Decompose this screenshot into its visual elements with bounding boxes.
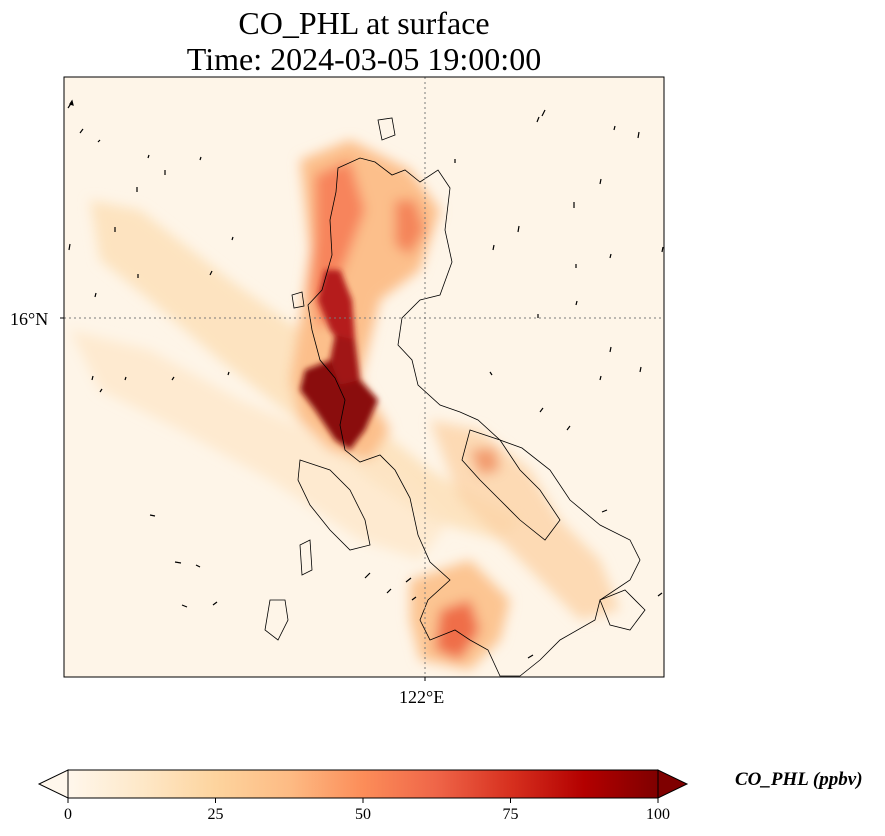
- coast-islet-3: [299, 539, 313, 576]
- coast-islet-1: [377, 117, 396, 141]
- coast-island-west: [264, 599, 289, 641]
- wind-vector: [209, 270, 213, 276]
- wind-vector: [661, 246, 664, 253]
- wind-vector: [609, 346, 612, 353]
- colorbar-tick-marks: [67, 798, 659, 803]
- wind-vector: [386, 588, 392, 594]
- wind-vector: [99, 388, 103, 393]
- coast-mindoro: [297, 459, 371, 551]
- wind-vector: [637, 131, 640, 139]
- lat-tick-label: 16°N: [10, 309, 49, 329]
- colorbar-extend-low: [37, 769, 69, 799]
- coast-islet-2: [291, 291, 305, 309]
- wind-vector: [539, 407, 544, 413]
- colorbar-tick-label: 25: [207, 806, 224, 823]
- plume-south-core: [435, 600, 480, 660]
- wind-vector: [536, 116, 540, 123]
- wind-vector: [147, 154, 150, 159]
- wind-vector: [231, 236, 234, 241]
- coastline: [264, 117, 646, 677]
- wind-vector: [527, 654, 534, 659]
- wind-vector: [599, 375, 602, 381]
- wind-vector: [489, 371, 493, 376]
- colorbar-label: CO_PHL (ppbv): [735, 769, 863, 790]
- wind-vector: [212, 601, 218, 606]
- wind-vector: [199, 156, 202, 161]
- colorbar-extend-high: [657, 769, 689, 799]
- wind-vector: [411, 596, 417, 601]
- plume-east-spot: [470, 448, 500, 475]
- map-frame: [63, 76, 665, 678]
- plume-core-north: [318, 270, 355, 350]
- wind-vector: [599, 178, 602, 185]
- plume-wide-halo: [70, 330, 450, 560]
- concentration-map: [60, 76, 665, 681]
- wind-vector: [91, 375, 94, 381]
- wind-vector: [67, 99, 74, 109]
- plume-ne-arm: [395, 200, 425, 255]
- plume-core: [300, 270, 378, 450]
- wind-vector: [405, 577, 412, 583]
- colorbar-tick-label: 0: [64, 806, 72, 823]
- wind-vector: [639, 366, 642, 373]
- wind-vector: [613, 125, 616, 131]
- wind-vector: [575, 300, 578, 306]
- wind-vector: [227, 371, 230, 376]
- wind-vector: [364, 572, 371, 579]
- wind-vector: [124, 376, 127, 381]
- colorbar-tick-label: 50: [355, 806, 371, 823]
- wind-vector: [195, 564, 201, 568]
- colorbar-gradient: [67, 769, 659, 799]
- wind-vector: [68, 243, 71, 251]
- wind-vector: [94, 292, 97, 298]
- wind-vector: [657, 592, 663, 597]
- lon-tick-label: 122°E: [399, 687, 445, 707]
- wind-vector: [492, 244, 495, 251]
- coast-islet-4: [599, 589, 646, 631]
- wind-vector: [181, 604, 188, 608]
- map-title-line1: CO_PHL at surface: [238, 5, 490, 41]
- colorbar: [37, 769, 689, 803]
- plume-core-link: [330, 335, 360, 385]
- colorbar-tick-label: 100: [646, 806, 670, 823]
- coast-bicol: [461, 429, 561, 541]
- wind-vector: [609, 253, 612, 259]
- wind-vector: [541, 109, 546, 117]
- wind-vectors: [67, 99, 664, 659]
- wind-vector: [97, 139, 101, 143]
- wind-vector: [566, 425, 571, 431]
- colorbar-tick-label: 75: [502, 806, 519, 823]
- wind-vector: [174, 561, 182, 564]
- wind-vector: [171, 376, 175, 381]
- plume-east-band: [430, 420, 620, 620]
- wind-vector: [79, 128, 84, 134]
- map-title-line2: Time: 2024-03-05 19:00:00: [186, 41, 542, 77]
- plume-core-main: [300, 360, 378, 450]
- wind-vector: [517, 225, 520, 233]
- wind-vector: [149, 514, 156, 517]
- coast-luzon: [307, 157, 641, 677]
- wind-vector: [601, 509, 608, 513]
